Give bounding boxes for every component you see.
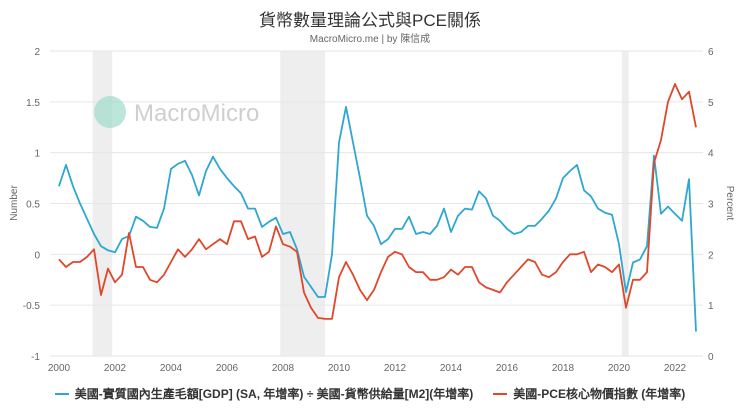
x-tick-label: 2018 <box>552 363 575 374</box>
left-axis-title: Number <box>9 185 20 221</box>
right-tick-label: 5 <box>708 98 714 109</box>
right-tick-label: 3 <box>708 200 714 211</box>
x-tick-label: 2010 <box>328 363 351 374</box>
left-tick-label: -0.5 <box>23 301 41 312</box>
right-axis-title: Percent <box>724 186 735 221</box>
left-tick-label: 2 <box>34 47 40 58</box>
right-tick-label: 6 <box>708 47 714 58</box>
right-tick-label: 4 <box>708 149 714 160</box>
x-tick-label: 2002 <box>104 363 127 374</box>
legend-swatch <box>493 392 508 395</box>
x-tick-label: 2008 <box>272 363 295 374</box>
x-tick-label: 2004 <box>160 363 183 374</box>
x-tick-label: 2000 <box>48 363 71 374</box>
left-tick-label: 0.5 <box>26 200 40 211</box>
left-tick-label: 1 <box>34 149 40 160</box>
x-tick-label: 2012 <box>384 363 407 374</box>
x-tick-label: 2022 <box>664 363 687 374</box>
x-tick-label: 2006 <box>216 363 239 374</box>
x-tick-label: 2014 <box>440 363 463 374</box>
legend-item-gdp-m2[interactable]: 美國-實質國內生產毛額[GDP] (SA, 年增率) ÷ 美國-貨幣供給量[M2… <box>54 385 474 402</box>
watermark-text: MacroMicro <box>134 100 259 127</box>
legend-item-pce[interactable]: 美國-PCE核心物價指數 (年增率) <box>493 385 685 402</box>
chart-title: 貨幣數量理論公式與PCE關係 <box>259 11 481 30</box>
series-line-gdp-m2 <box>58 106 697 332</box>
x-tick-label: 2020 <box>608 363 631 374</box>
right-tick-label: 0 <box>708 352 714 363</box>
series-line-pce <box>58 83 697 320</box>
chart-subtitle: MacroMicro.me | by 陳信成 <box>309 34 431 45</box>
left-tick-label: -1 <box>31 352 40 363</box>
left-tick-label: 1.5 <box>26 98 40 109</box>
legend-swatch <box>54 392 69 395</box>
x-tick-label: 2016 <box>496 363 519 374</box>
left-tick-label: 0 <box>34 250 40 261</box>
right-tick-label: 2 <box>708 250 714 261</box>
watermark-logo-icon <box>94 96 126 128</box>
legend: 美國-實質國內生產毛額[GDP] (SA, 年增率) ÷ 美國-貨幣供給量[M2… <box>0 385 740 402</box>
legend-label: 美國-實質國內生產毛額[GDP] (SA, 年增率) ÷ 美國-貨幣供給量[M2… <box>74 387 474 401</box>
right-tick-label: 1 <box>708 301 714 312</box>
legend-label: 美國-PCE核心物價指數 (年增率) <box>513 387 686 401</box>
